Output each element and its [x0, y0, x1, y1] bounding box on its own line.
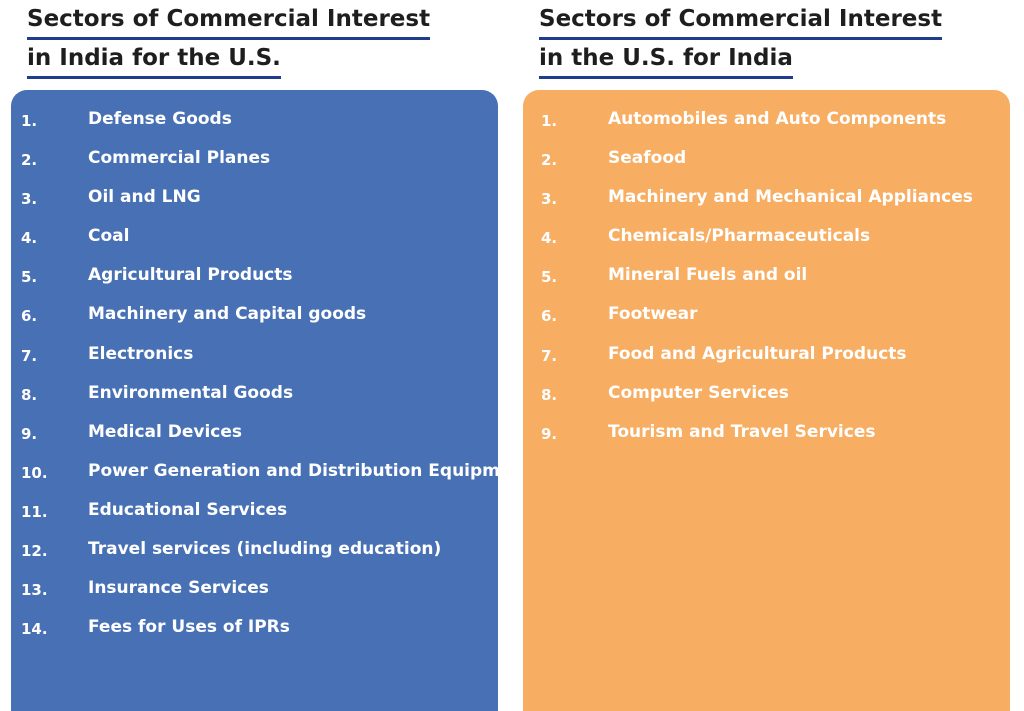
- list-item: 14. Fees for Uses of IPRs: [11, 615, 498, 654]
- item-number: 8.: [21, 385, 38, 404]
- list-item: 2. Seafood: [523, 146, 1010, 185]
- item-number: 9.: [541, 424, 558, 443]
- item-label: Coal: [88, 226, 130, 247]
- list-item: 13. Insurance Services: [11, 576, 498, 615]
- item-number: 6.: [21, 307, 38, 326]
- item-label: Chemicals/Pharmaceuticals: [608, 226, 871, 247]
- item-label: Tourism and Travel Services: [608, 421, 876, 442]
- item-label: Medical Devices: [88, 421, 243, 442]
- right-sector-list: 1. Automobiles and Auto Components 2. Seaf…: [523, 107, 1010, 459]
- right-panel: 1. Automobiles and Auto Components 2. Seaf…: [523, 90, 1010, 711]
- list-item: 1. Automobiles and Auto Components: [523, 107, 1010, 146]
- list-item: 8. Environmental Goods: [11, 381, 498, 420]
- item-label: Machinery and Capital goods: [88, 304, 367, 325]
- list-item: 8. Computer Services: [523, 381, 1010, 420]
- item-label: Environmental Goods: [88, 382, 294, 403]
- item-number: 1.: [21, 112, 38, 130]
- item-number: 7.: [541, 346, 558, 365]
- item-label: Machinery and Mechanical Appliances: [608, 187, 973, 208]
- list-item: 3. Oil and LNG: [11, 185, 498, 224]
- item-label: Automobiles and Auto Components: [608, 109, 947, 129]
- list-item: 10. Power Generation and Distribution Equ…: [11, 459, 532, 498]
- item-label: Educational Services: [88, 499, 288, 520]
- item-label: Travel services (including education): [88, 539, 442, 560]
- list-item: 4. Chemicals/Pharmaceuticals: [523, 224, 1010, 263]
- list-item: 2. Commercial Planes: [11, 146, 498, 185]
- list-item: 4. Coal: [11, 224, 498, 263]
- item-number: 3.: [541, 190, 558, 209]
- item-label: Seafood: [608, 148, 687, 169]
- item-label: Commercial Planes: [88, 148, 271, 169]
- item-number: 1.: [541, 112, 558, 130]
- list-item: 5. Mineral Fuels and oil: [523, 263, 1010, 302]
- left-sector-list: 1. Defense Goods 2. Commercial Planes 3. Oi…: [11, 107, 532, 654]
- left-panel: 1. Defense Goods 2. Commercial Planes 3. Oi…: [11, 90, 532, 711]
- list-item: 5. Agricultural Products: [11, 263, 498, 302]
- item-label: Electronics: [88, 343, 194, 364]
- item-number: 6.: [541, 307, 558, 326]
- item-label: Power Generation and Distribution Equipm…: [88, 460, 532, 481]
- item-number: 14.: [21, 620, 48, 639]
- list-item: 7. Electronics: [11, 342, 498, 381]
- right-heading-line2: in the U.S. for India: [539, 45, 793, 79]
- item-number: 2.: [541, 151, 558, 170]
- item-label: Footwear: [608, 304, 698, 325]
- item-number: 3.: [21, 190, 38, 209]
- item-number: 4.: [21, 229, 38, 248]
- item-number: 10.: [21, 463, 48, 482]
- list-item: 6. Machinery and Capital goods: [11, 302, 498, 341]
- item-number: 7.: [21, 346, 38, 365]
- list-item: 9. Tourism and Travel Services: [523, 420, 1010, 459]
- item-label: Agricultural Products: [88, 265, 293, 286]
- list-item: 12. Travel services (including education): [11, 537, 498, 576]
- item-number: 11.: [21, 502, 48, 521]
- item-number: 2.: [21, 151, 38, 170]
- item-number: 12.: [21, 542, 48, 561]
- list-item: 9. Medical Devices: [11, 420, 498, 459]
- item-label: Fees for Uses of IPRs: [88, 617, 290, 638]
- item-number: 5.: [21, 268, 38, 287]
- item-label: Defense Goods: [88, 109, 232, 129]
- list-item: 1. Defense Goods: [11, 107, 498, 146]
- item-number: 8.: [541, 385, 558, 404]
- item-label: Oil and LNG: [88, 187, 201, 208]
- item-label: Insurance Services: [88, 578, 269, 599]
- list-item: 6. Footwear: [523, 302, 1010, 341]
- left-heading-line1: Sectors of Commercial Interest: [27, 6, 431, 40]
- left-heading-line2: in India for the U.S.: [27, 45, 281, 79]
- list-item: 7. Food and Agricultural Products: [523, 342, 1010, 381]
- item-number: 9.: [21, 424, 38, 443]
- item-number: 4.: [541, 229, 558, 248]
- item-label: Food and Agricultural Products: [608, 343, 907, 364]
- item-label: Mineral Fuels and oil: [608, 265, 808, 286]
- item-number: 13.: [21, 581, 48, 600]
- item-label: Computer Services: [608, 382, 789, 403]
- item-number: 5.: [541, 268, 558, 287]
- list-item: 11. Educational Services: [11, 498, 498, 537]
- list-item: 3. Machinery and Mechanical Appliances: [523, 185, 1010, 224]
- right-heading-line1: Sectors of Commercial Interest: [539, 6, 943, 40]
